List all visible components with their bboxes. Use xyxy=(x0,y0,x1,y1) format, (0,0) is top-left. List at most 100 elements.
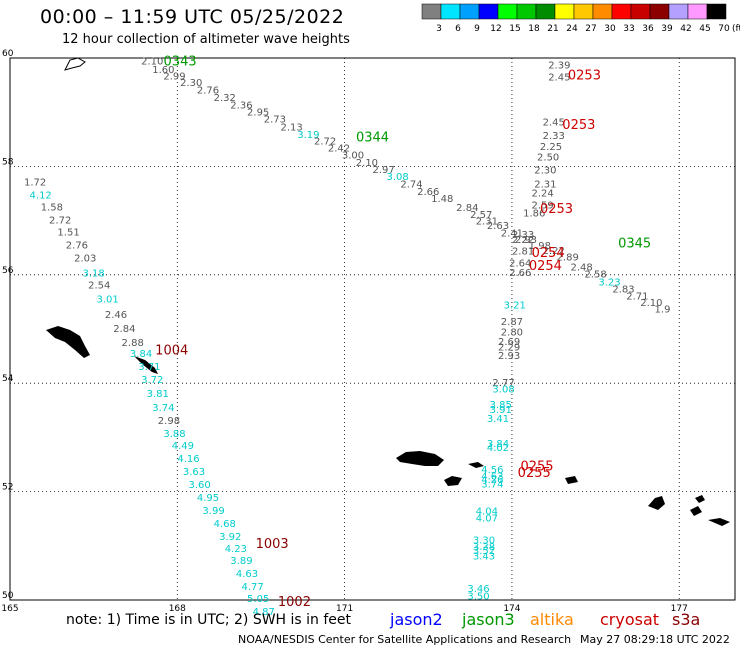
coastline-map xyxy=(46,57,730,526)
wave-height-value: 2.25 xyxy=(540,142,562,153)
legend-jason3: jason3 xyxy=(462,610,515,629)
wave-height-value: 2.93 xyxy=(498,351,520,362)
generated-timestamp: May 27 08:29:18 UTC 2022 xyxy=(580,633,730,646)
legend-swatch xyxy=(573,3,594,20)
island-bering xyxy=(46,326,90,358)
wave-height-value: 4.56 xyxy=(481,465,503,476)
wave-height-value: 2.73 xyxy=(264,115,286,126)
wave-height-value: 2.24 xyxy=(531,188,553,199)
wave-height-value: 2.97 xyxy=(373,165,395,176)
pass-time-label: 0343 xyxy=(164,55,197,70)
wave-height-value: 3.00 xyxy=(342,150,364,161)
wave-height-value: 3.74 xyxy=(152,403,174,414)
legend-tick-label: 15 xyxy=(509,24,520,34)
pass-time-label: 1003 xyxy=(256,537,289,552)
wave-height-value: 1.48 xyxy=(431,194,453,205)
wave-height-value: 2.48 xyxy=(571,263,593,274)
legend-units: (ft) xyxy=(732,24,740,34)
wave-height-value: 3.23 xyxy=(598,277,620,288)
legend-tick-label: 18 xyxy=(528,24,540,34)
wave-height-value: 2.10 xyxy=(141,57,163,68)
island-buldir xyxy=(565,476,578,484)
legend-swatch xyxy=(535,3,556,20)
pass-time-label: 0254 xyxy=(532,246,565,261)
legend-tick-label: 21 xyxy=(547,24,558,34)
island-kiska xyxy=(648,496,665,510)
legend-swatch xyxy=(706,3,727,20)
y-tick-label: 50 xyxy=(2,591,14,601)
wave-height-value: 3.84 xyxy=(130,349,152,360)
y-tick-label: 56 xyxy=(2,266,14,276)
wave-height-value: 2.66 xyxy=(417,187,439,198)
legend-tick-label: 45 xyxy=(699,24,710,34)
legend-swatch xyxy=(421,3,442,20)
x-tick-label: 165 xyxy=(1,604,18,614)
x-tick-label: 177 xyxy=(671,604,688,614)
x-tick-label: 171 xyxy=(336,604,353,614)
wave-height-value: 2.83 xyxy=(612,284,634,295)
wave-height-value: 4.26 xyxy=(481,475,503,486)
island-medny xyxy=(134,356,158,374)
x-tick-label: 168 xyxy=(169,604,186,614)
axis-tick-labels: 165 168 171 174 177 60 58 56 54 52 50 xyxy=(1,49,687,614)
y-tick-label: 58 xyxy=(2,157,14,167)
wave-height-value: 3.72 xyxy=(141,375,163,386)
wave-height-value: 3.92 xyxy=(219,532,241,543)
wave-height-value: 2.74 xyxy=(400,180,422,191)
wave-height-value: 3.60 xyxy=(188,480,210,491)
wave-height-value: 2.84 xyxy=(456,203,478,214)
wave-height-value: 3.01 xyxy=(96,295,118,306)
pass-time-label: 0253 xyxy=(562,118,595,133)
wave-height-value: 2.71 xyxy=(626,291,648,302)
wave-height-value: 3.50 xyxy=(467,592,489,603)
credit-line: NOAA/NESDIS Center for Satellite Applica… xyxy=(238,633,572,646)
island-rat-1 xyxy=(690,506,702,516)
wave-height-value: 4.49 xyxy=(172,441,194,452)
x-tick-label: 174 xyxy=(503,604,520,614)
wave-height-value: 4.87 xyxy=(253,607,275,618)
wave-height-value: 1.9 xyxy=(655,304,671,315)
island-rat-3 xyxy=(695,495,705,503)
island-rat-2 xyxy=(708,518,730,526)
wave-height-value: 2.39 xyxy=(548,61,570,72)
wave-height-value: 4.63 xyxy=(236,569,258,580)
wave-height-value: 3.91 xyxy=(490,405,512,416)
wave-height-value: 2.76 xyxy=(197,85,219,96)
y-tick-label: 54 xyxy=(2,374,14,384)
wave-height-value: 2.22 xyxy=(543,246,565,257)
wave-height-value: 2.99 xyxy=(163,71,185,82)
wave-height-value: 3.21 xyxy=(504,301,526,312)
wave-height-value: 4.95 xyxy=(197,493,219,504)
wave-height-value: 2.13 xyxy=(281,122,303,133)
wave-height-value: 2.46 xyxy=(105,310,127,321)
legend-jason2: jason2 xyxy=(390,610,443,629)
wave-height-value: 2.31 xyxy=(476,217,498,228)
lat-lon-grid xyxy=(9,57,736,601)
wave-height-value: 4.07 xyxy=(476,514,498,525)
page-title: 00:00 – 11:59 UTC 05/25/2022 xyxy=(40,6,345,28)
wave-height-value: 1.86 xyxy=(523,208,545,219)
pass-time-label: 0345 xyxy=(618,236,651,251)
legend-swatch xyxy=(554,3,575,20)
legend-cryosat: cryosat xyxy=(600,610,660,629)
legend-swatch xyxy=(459,3,480,20)
wave-height-value: 2.32 xyxy=(214,93,236,104)
wave-height-value: 2.81 xyxy=(512,246,534,257)
pass-time-label: 0254 xyxy=(529,259,562,274)
wave-height-value: 4.04 xyxy=(476,507,498,518)
wave-height-value: 3.38 xyxy=(473,542,495,553)
wave-height-value: 2.77 xyxy=(492,378,514,389)
legend-swatch xyxy=(630,3,651,20)
wave-height-value: 5.05 xyxy=(247,594,269,605)
wave-height-value: 2.69 xyxy=(498,337,520,348)
wave-height-value: 2.33 xyxy=(543,131,565,142)
wave-height-value: 2.89 xyxy=(557,252,579,263)
wave-height-value: 2.84 xyxy=(113,324,135,335)
legend-tick-label: 70 xyxy=(718,24,730,34)
wave-height-value: 3.74 xyxy=(481,479,503,490)
legend-tick-label: 6 xyxy=(455,24,461,34)
legend-swatch xyxy=(687,3,708,20)
